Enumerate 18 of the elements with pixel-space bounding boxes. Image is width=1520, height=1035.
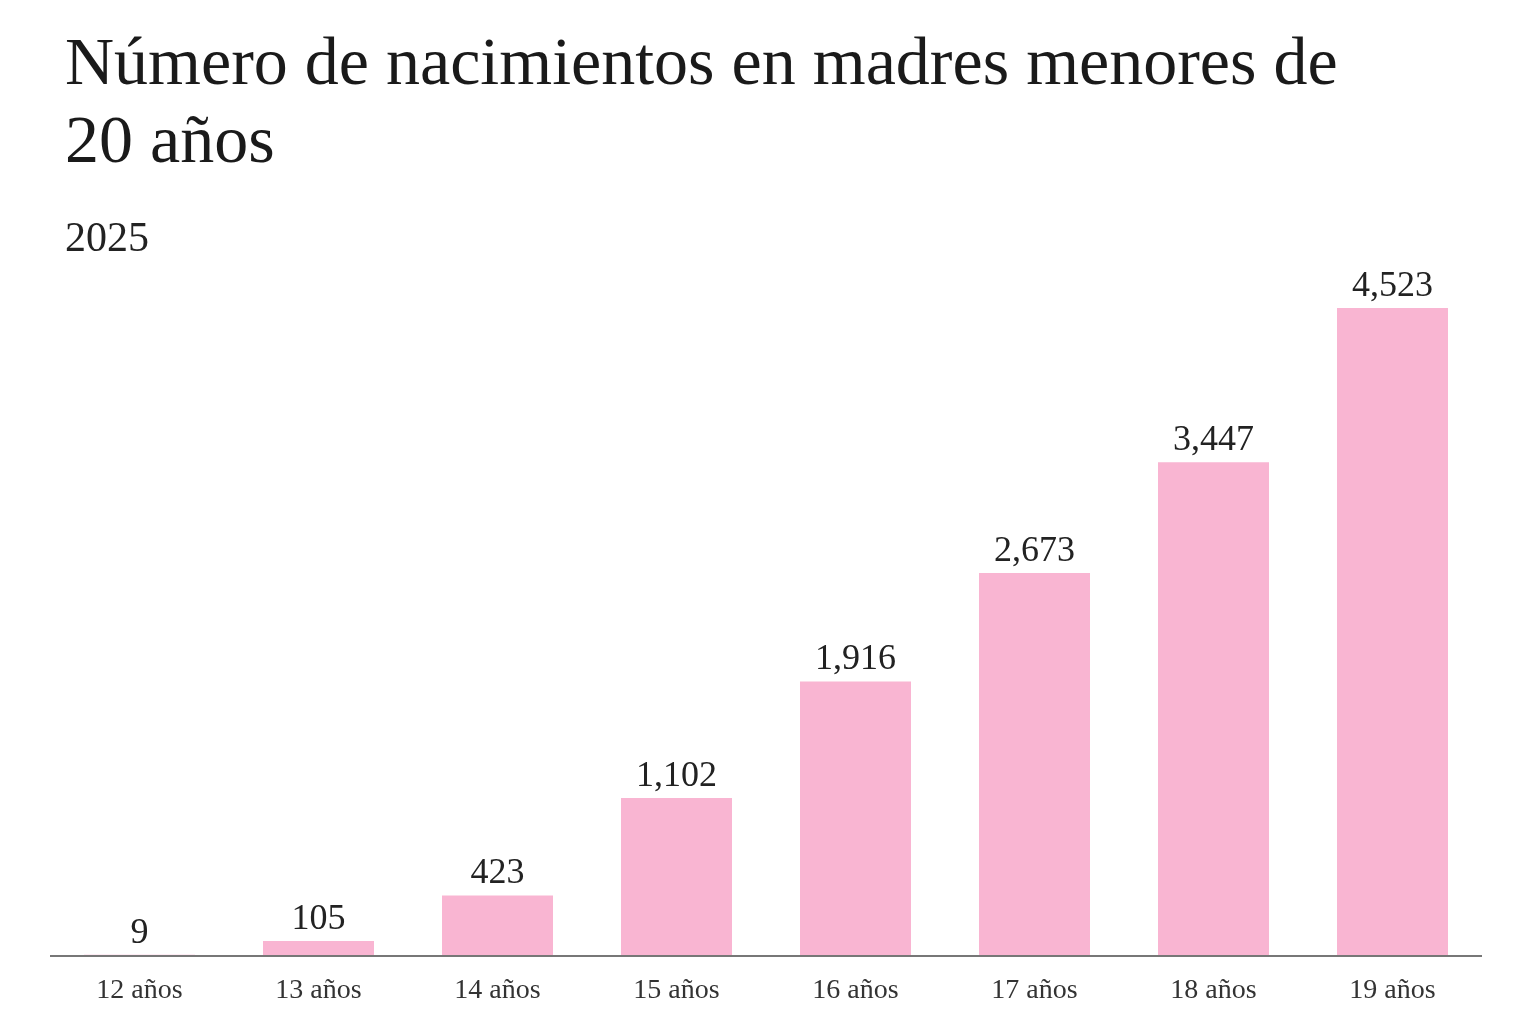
data-label: 3,447: [1173, 418, 1254, 459]
data-label: 2,673: [994, 529, 1075, 570]
data-label: 1,102: [636, 754, 717, 795]
x-tick-label: 12 años: [96, 972, 183, 1004]
data-label: 1,916: [815, 637, 896, 678]
chart-title: Número de nacimientos en madres menores de 20 años: [65, 22, 1339, 178]
chart-subtitle: 2025: [65, 213, 149, 261]
data-label: 9: [130, 910, 149, 951]
data-label: 423: [470, 851, 525, 892]
data-label: 4,523: [1352, 264, 1433, 304]
x-tick-label: 17 años: [991, 972, 1078, 1004]
x-tick-label: 16 años: [812, 972, 899, 1004]
x-tick-label: 14 años: [454, 972, 541, 1004]
x-tick-label: 18 años: [1170, 972, 1257, 1004]
data-label: 105: [291, 896, 346, 937]
x-tick-label: 15 años: [633, 972, 720, 1004]
x-tick-label: 19 años: [1349, 972, 1436, 1004]
x-tick-label: 13 años: [275, 972, 362, 1004]
